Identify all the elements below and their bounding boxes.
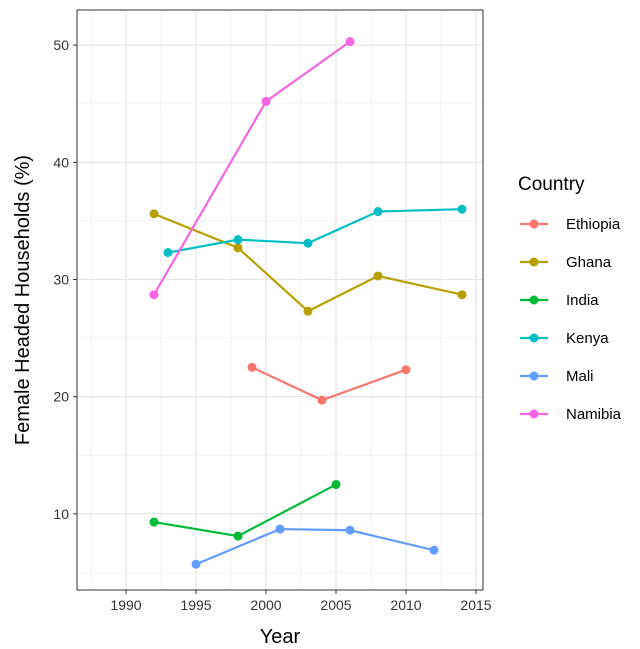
x-tick-label: 2015 <box>460 597 491 613</box>
data-point-kenya <box>457 204 467 214</box>
x-tick-label: 2005 <box>320 597 351 613</box>
legend-label: India <box>566 292 599 309</box>
x-tick-label: 2010 <box>390 597 421 613</box>
legend-key-point <box>529 371 539 381</box>
data-point-mali <box>345 525 355 535</box>
legend-label: Ethiopia <box>566 216 621 233</box>
data-point-ghana <box>233 243 243 253</box>
y-axis: 10 20 30 40 50 <box>53 37 77 522</box>
data-point-ethiopia <box>317 395 327 405</box>
data-point-ghana <box>373 271 383 281</box>
y-tick-label: 20 <box>53 389 69 405</box>
series-india <box>149 480 341 541</box>
series-namibia <box>149 37 355 300</box>
legend-item-ethiopia: Ethiopia <box>520 216 621 233</box>
legend-item-india: India <box>520 292 599 309</box>
x-axis-title: Year <box>260 626 301 648</box>
data-point-ghana <box>457 290 467 300</box>
legend-key-point <box>529 257 539 267</box>
y-tick-label: 30 <box>53 271 69 287</box>
legend-item-kenya: Kenya <box>520 330 609 347</box>
series-line-mali <box>195 527 435 566</box>
data-point-namibia <box>149 290 159 300</box>
legend-key-point <box>529 219 539 229</box>
legend-label: Kenya <box>566 330 609 347</box>
series-kenya <box>163 204 467 258</box>
data-point-namibia <box>345 37 355 47</box>
data-point-ghana <box>149 209 159 219</box>
data-point-ghana <box>303 306 313 316</box>
data-point-india <box>331 480 341 490</box>
legend-key-point <box>529 295 539 305</box>
legend-item-mali: Mali <box>520 368 594 385</box>
y-tick-label: 40 <box>53 154 69 170</box>
series-mali <box>191 524 439 569</box>
data-point-india <box>233 531 243 541</box>
legend-label: Namibia <box>566 406 622 423</box>
data-point-india <box>149 517 159 527</box>
legend-key-point <box>529 409 539 419</box>
y-axis-title: Female Headed Households (%) <box>12 155 34 445</box>
data-point-mali <box>429 545 439 555</box>
legend-label: Mali <box>566 368 594 385</box>
plot-border <box>76 9 484 591</box>
legend-item-namibia: Namibia <box>520 406 622 423</box>
legend-title: Country <box>518 174 585 195</box>
y-tick-label: 50 <box>53 37 69 53</box>
legend-label: Ghana <box>566 254 612 271</box>
data-point-kenya <box>163 248 173 258</box>
legend-item-ghana: Ghana <box>520 254 612 271</box>
data-point-kenya <box>373 207 383 217</box>
data-point-ethiopia <box>401 365 411 375</box>
legend: Country Ethiopia Ghana India Kenya Mali Namib… <box>518 174 622 423</box>
x-tick-label: 1995 <box>180 597 211 613</box>
series-layer <box>149 37 467 569</box>
data-point-kenya <box>233 235 243 245</box>
data-point-ethiopia <box>247 362 257 372</box>
series-ghana <box>149 209 467 316</box>
data-point-kenya <box>303 238 313 248</box>
plot-panel <box>77 10 483 590</box>
data-point-mali <box>275 524 285 534</box>
x-tick-label: 1990 <box>110 597 141 613</box>
legend-key-point <box>529 333 539 343</box>
minor-gridlines <box>77 10 483 590</box>
y-tick-label: 10 <box>53 506 69 522</box>
x-axis: 1990 1995 2000 2005 2010 2015 <box>110 590 492 613</box>
series-ethiopia <box>247 362 411 405</box>
data-point-mali <box>191 559 201 569</box>
x-tick-label: 2000 <box>250 597 281 613</box>
data-point-namibia <box>261 96 271 106</box>
